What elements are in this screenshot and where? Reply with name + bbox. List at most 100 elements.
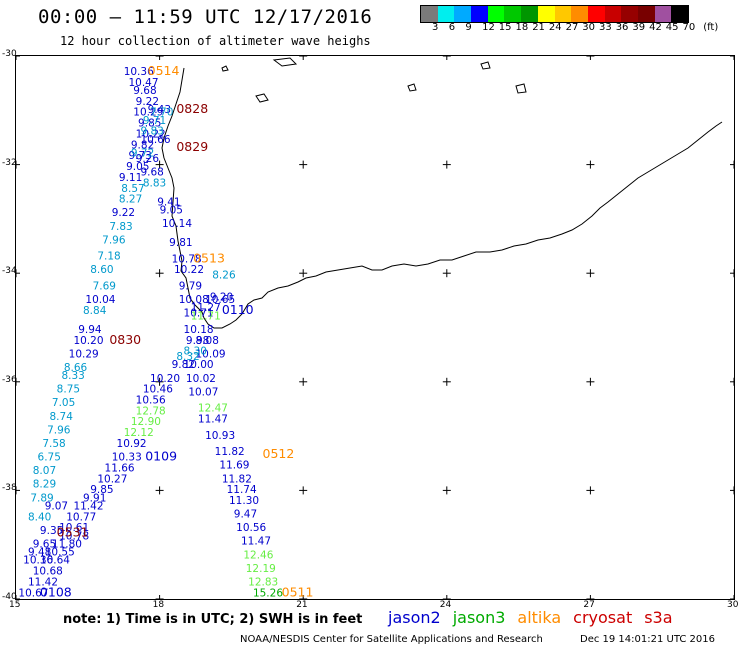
wave-height-point: 9.65: [33, 538, 56, 550]
wave-height-point: 10.20: [73, 335, 103, 347]
wave-height-point: 10.66: [140, 134, 170, 146]
pass-label: 0108: [40, 584, 72, 599]
wave-height-point: 11.30: [229, 495, 259, 507]
color-scale-label: 24: [548, 22, 562, 33]
color-scale-label: 42: [649, 22, 662, 33]
color-swatch: [471, 6, 488, 22]
wave-height-point: 9.91: [83, 492, 106, 504]
color-scale-label: 33: [599, 22, 612, 33]
wave-height-point: 10.22: [174, 264, 204, 276]
wave-height-point: 11.69: [219, 460, 249, 472]
color-swatch: [421, 6, 438, 22]
wave-height-point: 7.18: [97, 251, 120, 263]
color-scale-label: 9: [465, 22, 472, 33]
wave-height-point: 9.68: [133, 85, 156, 97]
wave-height-point: 11.42: [73, 500, 103, 512]
wave-height-point: 8.30: [184, 346, 207, 358]
color-swatch: [671, 6, 688, 22]
legend-entry: jason3: [452, 608, 506, 627]
wave-height-point: 8.84: [83, 305, 107, 317]
wave-height-point: 9.79: [179, 280, 202, 292]
latitude-label: -40: [2, 592, 17, 602]
longitude-label: 21: [296, 600, 308, 610]
coastline-north: [161, 67, 185, 159]
wave-height-point: 8.57: [121, 183, 144, 195]
color-swatch: [637, 6, 655, 22]
wave-height-point: 12.90: [131, 416, 161, 428]
wave-height-point: 8.26: [212, 270, 236, 282]
wave-height-point: 9.85: [90, 484, 113, 496]
island-6: [272, 57, 298, 67]
color-swatch: [504, 6, 522, 22]
wave-height-point: 8.08: [196, 335, 219, 347]
wave-height-point: 10.68: [33, 566, 63, 578]
wave-height-point: 10.46: [143, 384, 173, 396]
wave-height-point: 10.92: [117, 438, 147, 450]
color-swatch: [571, 6, 588, 22]
wave-height-point: 6.75: [38, 452, 61, 464]
legend-entry: s3a: [644, 608, 673, 627]
color-swatch: [487, 6, 505, 22]
longitude-label: 30: [727, 600, 739, 610]
wave-height-point: 11.27: [191, 302, 221, 314]
wave-height-points: 10.3610.479.689.229.4310.299.8510.2210.6…: [18, 66, 283, 599]
grid-ticks: [12, 52, 738, 603]
wave-height-point: 8.83: [143, 177, 166, 189]
island-2: [255, 93, 269, 103]
longitude-label: 27: [583, 600, 595, 610]
color-scale-label: 3: [432, 22, 439, 33]
pass-label: 0531: [57, 525, 89, 540]
wave-height-point: 10.64: [40, 555, 70, 567]
wave-height-point: 9.07: [45, 500, 68, 512]
pass-label: 0830: [109, 332, 141, 347]
wave-height-point: 10.07: [188, 386, 218, 398]
color-scale-label: 39: [632, 22, 646, 33]
island-1: [221, 65, 229, 72]
pass-label: 0110: [222, 302, 254, 317]
pass-label: 0511: [282, 584, 314, 599]
legend-entry: altika: [517, 608, 562, 627]
pass-label: 0109: [145, 449, 177, 464]
pass-label: 0512: [263, 446, 295, 461]
wave-height-point: 9.41: [157, 196, 180, 208]
wave-height-point: 7.58: [42, 438, 65, 450]
color-swatch: [454, 6, 472, 22]
coastline: [163, 121, 723, 329]
wave-height-point: 9.35: [40, 525, 63, 537]
color-scale-label: 6: [448, 22, 456, 33]
color-swatch: [437, 6, 455, 22]
wave-height-point: 8.29: [33, 479, 56, 491]
wave-height-point: 9.72: [131, 147, 154, 159]
color-swatch: [604, 6, 622, 22]
latitude-label: -30: [2, 49, 17, 59]
wave-height-point: 9.43: [148, 104, 171, 116]
wave-height-point: 10.71: [184, 308, 214, 320]
wave-height-point: 10.29: [69, 348, 99, 360]
wave-height-point: 9.48: [28, 547, 51, 559]
pass-label: 0829: [176, 139, 208, 154]
wave-height-point: 9.82: [172, 359, 195, 371]
wave-height-point: 11.74: [227, 484, 257, 496]
latitude-label: -36: [2, 374, 17, 385]
wave-height-point: 12.12: [124, 427, 154, 439]
wave-height-point: 9.20: [210, 291, 233, 303]
wave-height-point: 11.82: [222, 473, 252, 485]
footnote: note: 1) Time is in UTC; 2) SWH is in fe…: [63, 612, 363, 627]
wave-height-point: 9.05: [160, 204, 183, 216]
wave-height-point: 10.56: [136, 395, 166, 407]
wave-height-point: 9.83: [140, 126, 163, 138]
wave-height-point: 10.67: [18, 587, 48, 599]
wave-height-point: 9.81: [169, 237, 192, 249]
wave-height-point: 8.74: [50, 411, 74, 423]
wave-height-point: 10.08: [179, 294, 209, 306]
wave-height-point: 9.47: [234, 509, 257, 521]
island-4: [480, 61, 491, 70]
wave-height-point: 10.20: [150, 373, 180, 385]
wave-height-point: 10.22: [136, 128, 166, 140]
map-subtitle: 12 hour collection of altimeter wave hei…: [60, 34, 371, 48]
wave-height-point: 9.11: [119, 172, 142, 184]
wave-height-point: 9.22: [112, 207, 135, 219]
wave-height-point: 9.22: [136, 96, 159, 108]
map-title: 00:00 – 11:59 UTC 12/17/2016: [38, 6, 373, 28]
wave-height-point: 11.80: [52, 538, 82, 550]
